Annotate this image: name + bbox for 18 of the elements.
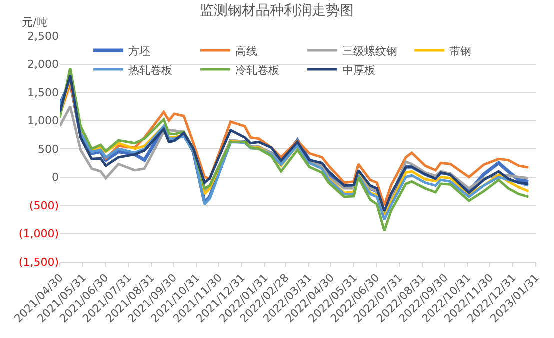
y-tick-label: (1,000) xyxy=(18,228,59,241)
y-tick-label: 2,000 xyxy=(28,58,59,72)
legend-label: 中厚板 xyxy=(342,64,376,77)
legend-label: 冷轧卷板 xyxy=(236,64,280,77)
y-tick-label: 0 xyxy=(52,171,59,184)
y-tick-label: 500 xyxy=(38,142,59,156)
y-tick-label: 1,000 xyxy=(28,114,59,128)
legend-label: 热轧卷板 xyxy=(128,64,173,77)
legend-label: 高线 xyxy=(236,44,258,58)
legend-label: 三级螺纹钢 xyxy=(342,44,398,58)
legend-label: 方坯 xyxy=(128,44,151,58)
y-tick-label: 1,500 xyxy=(28,86,59,100)
chart-title: 监测钢材品种利润走势图 xyxy=(200,2,354,19)
legend-label: 带钢 xyxy=(450,44,472,58)
y-axis-title: 元/吨 xyxy=(22,16,48,29)
y-tick-label: (1,500) xyxy=(18,256,59,269)
y-tick-label: 2,500 xyxy=(28,30,59,43)
y-tick-label: (500) xyxy=(29,199,59,212)
